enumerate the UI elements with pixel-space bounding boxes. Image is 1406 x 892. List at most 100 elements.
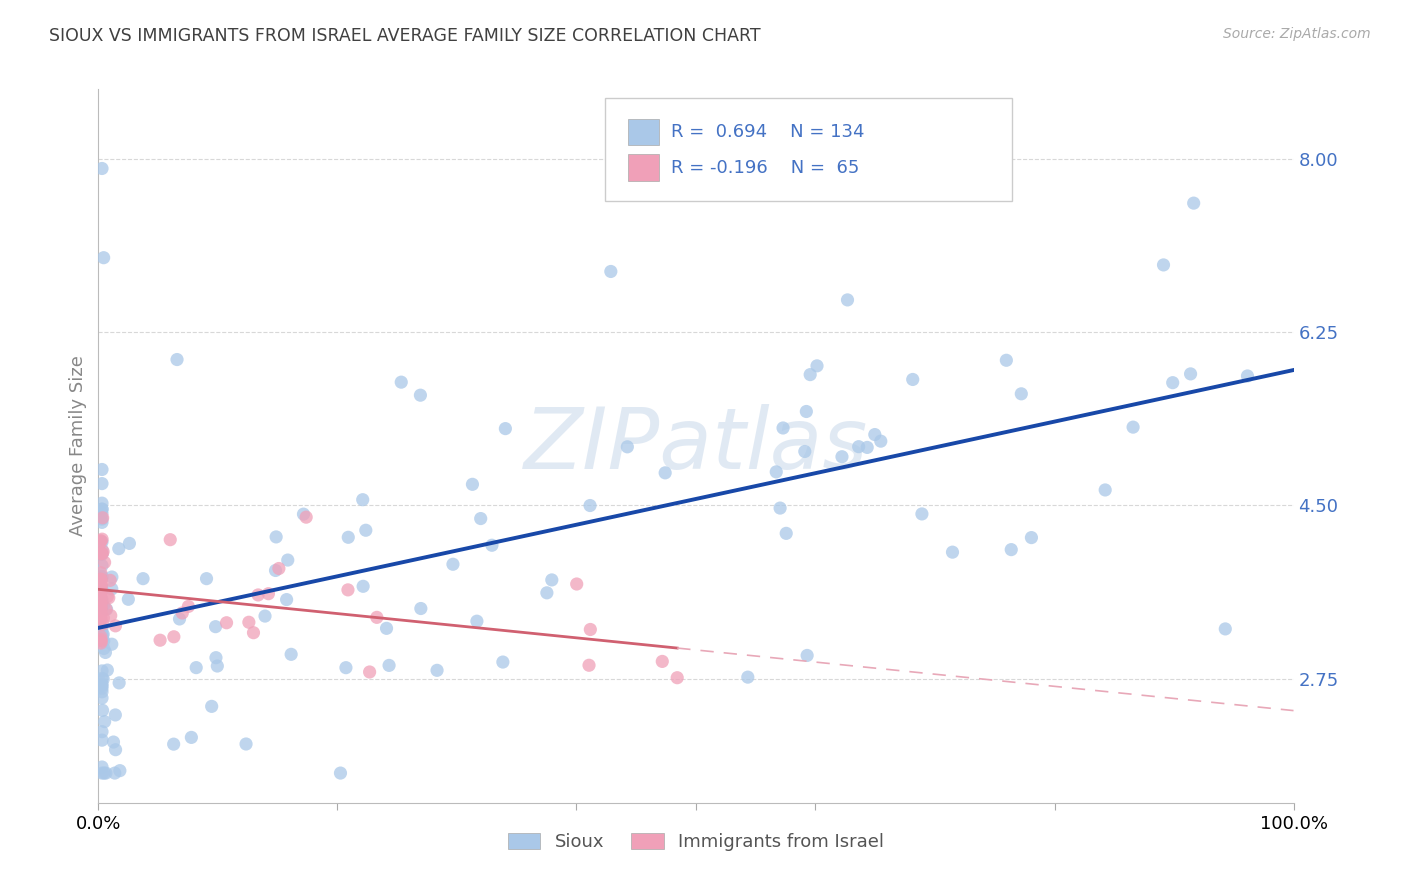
Point xyxy=(91,506,114,520)
Point xyxy=(91,532,114,546)
Point xyxy=(91,664,114,678)
Point xyxy=(292,507,315,521)
Point xyxy=(91,679,114,693)
Point xyxy=(97,591,120,605)
Point xyxy=(101,570,124,584)
Point xyxy=(863,427,886,442)
Point xyxy=(100,608,122,623)
Point xyxy=(91,544,114,558)
Point xyxy=(793,444,815,458)
Point xyxy=(1094,483,1116,497)
Point xyxy=(91,496,114,510)
Y-axis label: Average Family Size: Average Family Size xyxy=(69,356,87,536)
Point xyxy=(93,611,115,625)
Point xyxy=(108,764,131,778)
Point xyxy=(359,665,381,679)
Point xyxy=(352,579,374,593)
Point xyxy=(91,569,114,583)
Point xyxy=(837,293,859,307)
Point xyxy=(540,573,562,587)
Point xyxy=(409,601,432,615)
Point xyxy=(91,677,114,691)
Point xyxy=(169,612,191,626)
Point xyxy=(654,466,676,480)
Point xyxy=(354,523,377,537)
Point xyxy=(280,648,302,662)
Point xyxy=(91,597,114,611)
Point xyxy=(91,476,114,491)
Point xyxy=(91,510,114,524)
Point xyxy=(94,602,117,616)
Point xyxy=(90,579,112,593)
Point xyxy=(769,501,792,516)
Point xyxy=(94,766,117,780)
Point xyxy=(177,599,200,614)
Point xyxy=(90,632,112,647)
Point xyxy=(1213,622,1236,636)
Point xyxy=(90,599,112,614)
Point xyxy=(91,724,114,739)
Text: SIOUX VS IMMIGRANTS FROM ISRAEL AVERAGE FAMILY SIZE CORRELATION CHART: SIOUX VS IMMIGRANTS FROM ISRAEL AVERAGE … xyxy=(49,27,761,45)
Point xyxy=(90,566,112,580)
Point xyxy=(336,582,359,597)
Text: ZIPatlas: ZIPatlas xyxy=(524,404,868,488)
Point xyxy=(103,735,125,749)
Point xyxy=(90,585,112,599)
Point xyxy=(98,574,121,588)
Point xyxy=(91,546,114,560)
Point xyxy=(1153,258,1175,272)
Point xyxy=(163,737,186,751)
Point xyxy=(91,558,114,573)
Point xyxy=(329,766,352,780)
Point xyxy=(536,586,558,600)
Point xyxy=(104,708,127,723)
Point xyxy=(1161,376,1184,390)
Point xyxy=(91,685,114,699)
Point xyxy=(91,629,114,643)
Legend: Sioux, Immigrants from Israel: Sioux, Immigrants from Israel xyxy=(501,825,891,858)
Point xyxy=(666,671,689,685)
Point xyxy=(378,658,401,673)
Point xyxy=(579,623,602,637)
Point xyxy=(90,600,112,615)
Point xyxy=(117,592,139,607)
Point xyxy=(579,499,602,513)
Point xyxy=(901,372,924,386)
Point xyxy=(90,597,112,611)
Point xyxy=(651,654,673,668)
Point xyxy=(90,630,112,644)
Point xyxy=(90,547,112,561)
Point xyxy=(796,404,818,418)
Point xyxy=(1000,542,1022,557)
Point xyxy=(295,510,318,524)
Point xyxy=(1182,196,1205,211)
Point xyxy=(172,606,194,620)
Point xyxy=(337,530,360,544)
Point xyxy=(578,658,600,673)
Point xyxy=(90,573,112,587)
Point xyxy=(238,615,260,630)
Point xyxy=(765,465,787,479)
Point xyxy=(90,582,112,596)
Point xyxy=(91,681,114,696)
Point xyxy=(132,572,155,586)
Point xyxy=(90,534,112,549)
Point xyxy=(91,672,114,686)
Point xyxy=(492,655,515,669)
Point xyxy=(91,582,114,597)
Point xyxy=(90,634,112,648)
Text: R =  0.694    N = 134: R = 0.694 N = 134 xyxy=(671,123,865,141)
Point xyxy=(91,628,114,642)
Point xyxy=(90,547,112,561)
Point xyxy=(91,760,114,774)
Point xyxy=(911,507,934,521)
Point xyxy=(104,766,127,780)
Point xyxy=(91,617,114,632)
Point xyxy=(149,633,172,648)
Point xyxy=(375,621,398,635)
Point xyxy=(426,663,449,677)
Point xyxy=(90,577,112,591)
Point xyxy=(90,574,112,588)
Point xyxy=(565,577,588,591)
Point xyxy=(91,703,114,717)
